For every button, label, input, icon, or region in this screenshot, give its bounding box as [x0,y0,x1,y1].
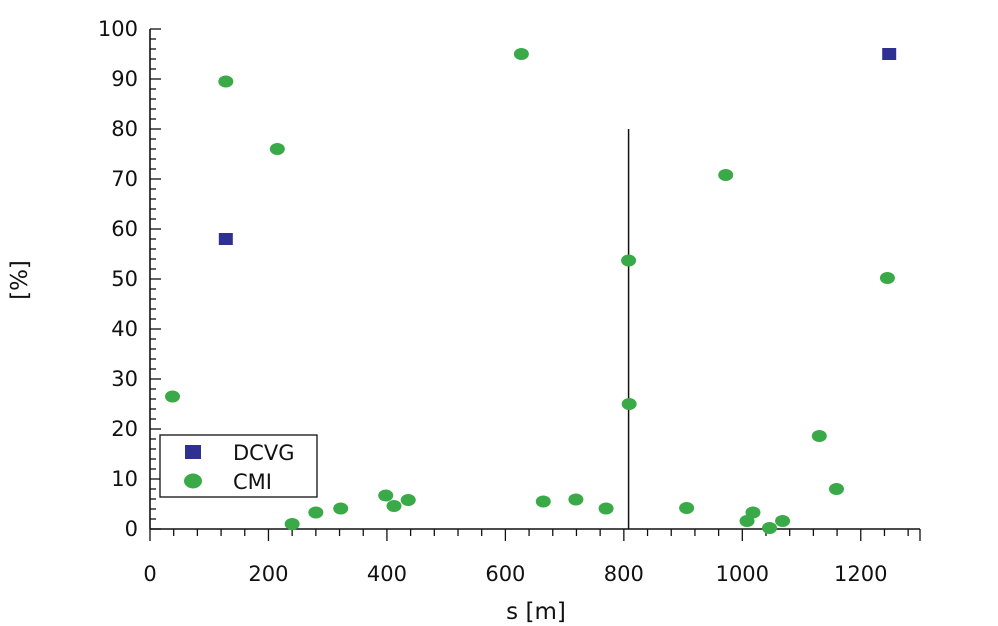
data-point-cmi [535,495,551,508]
data-point-cmi [879,272,895,284]
y-tick-label: 30 [111,367,138,391]
legend-label-cmi: CMI [233,470,272,494]
x-tick-label: 400 [367,562,407,586]
data-point-cmi [621,398,637,410]
data-point-cmi [718,169,734,181]
data-point-cmi [598,502,614,515]
data-point-dcvg [218,233,233,245]
data-point-cmi [568,493,584,506]
data-point-cmi [218,75,234,88]
data-point-cmi [679,502,695,514]
data-point-cmi [775,515,791,527]
y-tick-label: 40 [111,317,138,341]
data-point-cmi [513,48,529,60]
data-point-cmi [269,143,285,155]
legend-label-dcvg: DCVG [233,441,294,465]
legend-marker-dcvg [185,445,201,459]
x-tick-label: 600 [485,562,525,586]
data-point-cmi [386,500,402,512]
y-tick-label: 50 [111,267,138,291]
data-point-cmi [308,506,324,519]
data-point-cmi [762,522,778,534]
x-tick-label: 800 [604,562,644,586]
x-tick-label: 1000 [716,562,769,586]
legend: DCVG CMI [159,434,318,498]
data-point-cmi [333,502,349,515]
data-point-cmi [400,494,416,506]
data-point-cmi [621,254,637,267]
y-tick-label: 20 [111,417,138,441]
x-axis-title: s [m] [506,599,566,625]
data-point-cmi [828,483,844,495]
data-point-cmi [811,430,827,442]
legend-marker-cmi [184,473,202,489]
data-point-cmi [745,506,761,519]
data-point-cmi [165,390,181,403]
x-tick-label: 200 [248,562,288,586]
x-tick-label: 0 [143,562,156,586]
y-axis-title: [%] [7,260,33,300]
y-tick-label: 80 [111,117,138,141]
data-point-cmi [378,489,394,502]
y-tick-label: 90 [111,67,138,91]
x-tick-label: 1200 [834,562,887,586]
data-point-dcvg [882,48,897,60]
data-point-cmi [284,518,300,530]
y-tick-label: 60 [111,217,138,241]
chart-marks [165,48,897,534]
y-tick-label: 100 [98,17,138,41]
y-tick-label: 0 [125,517,138,541]
y-tick-label: 10 [111,467,138,491]
y-tick-label: 70 [111,167,138,191]
